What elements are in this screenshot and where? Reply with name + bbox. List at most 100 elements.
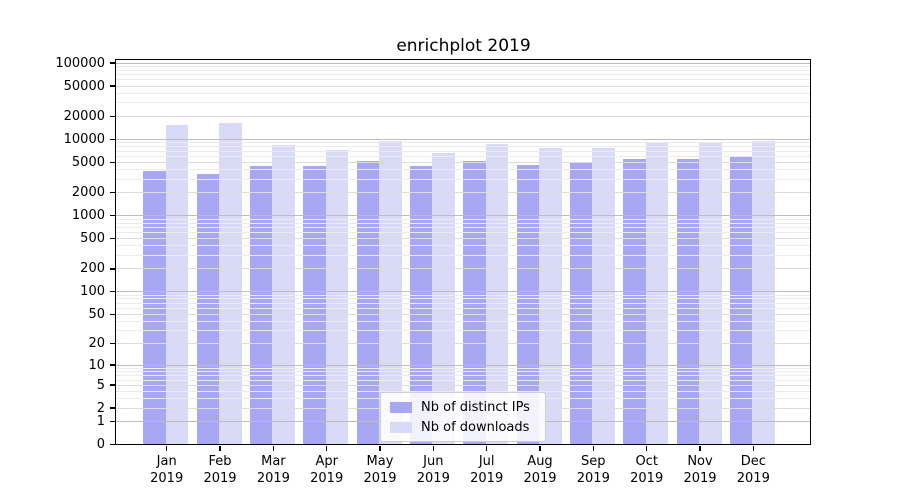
y-tick-label: 1000 xyxy=(71,208,105,224)
x-tick-year: 2019 xyxy=(203,471,237,486)
legend-label: Nb of distinct IPs xyxy=(421,399,530,415)
y-tick-label: 10000 xyxy=(63,131,105,147)
y-tick-label: 50 xyxy=(88,306,105,322)
y-tick-mark xyxy=(110,268,115,270)
x-tick-year: 2019 xyxy=(523,471,557,486)
legend-swatch xyxy=(390,401,412,413)
legend-row: Nb of downloads xyxy=(381,417,545,437)
x-tick-mark xyxy=(325,446,328,451)
gridline-20000 xyxy=(116,115,810,117)
x-tick-label-dec: Dec 2019 xyxy=(723,453,783,487)
y-tick-mark xyxy=(110,313,115,315)
bar-ips-mar xyxy=(249,166,273,444)
gridline-50 xyxy=(116,313,810,315)
minor-gridline xyxy=(116,102,810,104)
gridline-100000 xyxy=(116,62,810,64)
y-tick-mark xyxy=(110,161,115,163)
x-tick-label-apr: Apr 2019 xyxy=(297,453,357,487)
y-tick-mark xyxy=(110,62,115,64)
x-tick-month: Nov xyxy=(687,454,713,469)
y-tick-mark xyxy=(110,384,115,386)
x-tick-mark xyxy=(379,446,381,451)
bar-downloads-jun xyxy=(432,152,455,444)
x-tick-month: Oct xyxy=(635,454,658,469)
legend-label: Nb of downloads xyxy=(421,419,530,435)
gridline-50000 xyxy=(116,85,810,87)
minor-gridline xyxy=(116,379,810,381)
y-tick-label: 10 xyxy=(88,357,105,373)
minor-gridline xyxy=(116,150,810,152)
y-tick-label: 20 xyxy=(88,336,105,352)
bar-downloads-sep xyxy=(592,147,615,444)
x-tick-mark xyxy=(165,446,168,451)
x-tick-label-jun: Jun 2019 xyxy=(403,453,463,487)
y-tick-mark xyxy=(110,420,115,423)
minor-gridline xyxy=(116,222,810,224)
y-tick-label: 5000 xyxy=(71,154,105,170)
x-tick-month: Sep xyxy=(581,454,606,469)
y-tick-label: 20000 xyxy=(63,108,105,124)
x-tick-year: 2019 xyxy=(363,471,397,486)
minor-gridline xyxy=(116,302,810,304)
y-tick-label: 5 xyxy=(96,377,105,393)
x-tick-label-mar: Mar 2019 xyxy=(243,453,303,487)
bar-downloads-apr xyxy=(325,150,349,444)
minor-gridline xyxy=(116,146,810,148)
bar-ips-may xyxy=(356,160,380,444)
gridline-20 xyxy=(116,343,810,345)
x-tick-year: 2019 xyxy=(150,471,184,486)
x-tick-month: May xyxy=(366,454,394,469)
y-tick-mark xyxy=(110,237,115,240)
x-tick-mark xyxy=(752,446,755,451)
bar-ips-nov xyxy=(676,159,699,444)
bar-ips-apr xyxy=(303,166,326,444)
minor-gridline xyxy=(116,390,810,392)
x-tick-month: Jul xyxy=(478,454,495,469)
bar-downloads-aug xyxy=(539,148,562,444)
x-tick-year: 2019 xyxy=(736,471,770,486)
x-tick-label-aug: Aug 2019 xyxy=(510,453,570,487)
gridline-100 xyxy=(116,291,810,293)
x-tick-month: Jun xyxy=(423,454,444,469)
x-tick-year: 2019 xyxy=(630,471,664,486)
y-tick-label: 200 xyxy=(80,261,105,277)
x-tick-mark xyxy=(699,446,701,451)
bar-ips-jun xyxy=(409,166,433,444)
bar-ips-aug xyxy=(516,164,539,444)
minor-gridline xyxy=(116,226,810,228)
gridline-200 xyxy=(116,268,810,270)
x-tick-month: Aug xyxy=(527,454,553,469)
minor-gridline xyxy=(116,307,810,309)
x-tick-month: Mar xyxy=(261,454,286,469)
minor-gridline xyxy=(116,330,810,332)
y-tick-mark xyxy=(110,342,115,345)
y-tick-mark xyxy=(110,290,115,293)
gridline-10 xyxy=(116,364,810,366)
x-tick-mark xyxy=(272,446,275,451)
plot-area xyxy=(115,59,811,445)
y-tick-mark xyxy=(110,85,115,87)
x-tick-label-jan: Jan 2019 xyxy=(137,453,197,487)
bar-downloads-feb xyxy=(219,122,242,444)
x-tick-year: 2019 xyxy=(576,471,610,486)
x-tick-mark xyxy=(592,446,595,451)
minor-gridline xyxy=(116,155,810,157)
legend: Nb of distinct IPs Nb of downloads xyxy=(380,392,546,442)
bar-downloads-jan xyxy=(165,125,189,444)
y-tick-mark xyxy=(110,191,115,194)
y-tick-mark xyxy=(110,364,115,366)
x-tick-label-sep: Sep 2019 xyxy=(563,453,623,487)
x-tick-year: 2019 xyxy=(470,471,504,486)
x-tick-mark xyxy=(432,446,435,451)
gridline-5000 xyxy=(116,161,810,163)
bar-ips-oct xyxy=(623,158,646,444)
y-tick-mark xyxy=(110,443,115,446)
gridline-2000 xyxy=(116,192,810,194)
x-tick-month: Apr xyxy=(315,454,338,469)
minor-gridline xyxy=(116,69,810,71)
y-tick-label: 100000 xyxy=(55,55,105,71)
bar-ips-feb xyxy=(196,173,220,444)
x-tick-year: 2019 xyxy=(683,471,717,486)
x-tick-label-nov: Nov 2019 xyxy=(670,453,730,487)
